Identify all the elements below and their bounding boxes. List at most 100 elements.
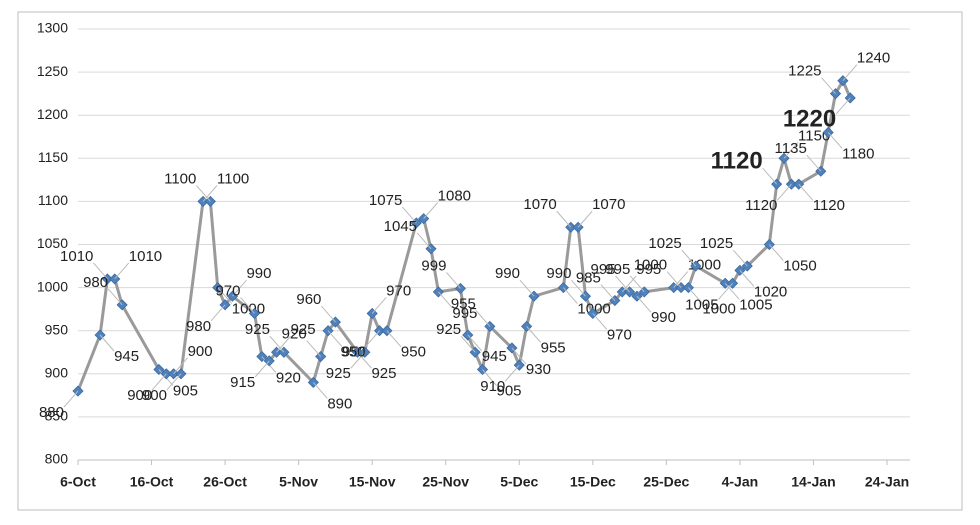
y-tick-label: 1300 xyxy=(37,20,68,36)
data-label: 920 xyxy=(282,326,307,343)
x-tick-label: 16-Oct xyxy=(130,474,174,490)
data-label: 1100 xyxy=(164,170,196,187)
x-tick-label: 26-Oct xyxy=(203,474,247,490)
leader-line xyxy=(151,373,167,391)
data-label: 990 xyxy=(546,265,571,282)
data-label: 900 xyxy=(127,387,152,404)
data-label: 900 xyxy=(142,387,167,404)
data-label: 1075 xyxy=(369,192,402,209)
leader-line xyxy=(688,287,703,304)
leader-line xyxy=(827,132,843,149)
leader-line xyxy=(173,357,188,375)
data-label: 1005 xyxy=(685,296,718,313)
leader-line xyxy=(467,334,483,352)
y-tick-label: 1050 xyxy=(37,235,68,251)
data-label: 980 xyxy=(186,318,211,335)
leader-line xyxy=(577,210,593,228)
data-label: 1120 xyxy=(711,148,763,175)
x-tick-label: 4-Jan xyxy=(722,474,759,490)
leader-line xyxy=(762,167,778,185)
data-label: 1150 xyxy=(798,127,830,144)
leader-line xyxy=(401,206,417,224)
x-tick-label: 25-Nov xyxy=(422,474,469,490)
leader-line xyxy=(592,313,608,330)
leader-line xyxy=(681,249,697,267)
leader-line xyxy=(842,64,858,82)
x-tick-label: 6-Oct xyxy=(60,474,96,490)
leader-line xyxy=(563,287,578,304)
data-label: 1240 xyxy=(857,50,890,67)
leader-line xyxy=(739,270,755,287)
leader-line xyxy=(673,271,689,288)
leader-line xyxy=(93,262,108,280)
data-label: 925 xyxy=(371,365,396,382)
data-label: 1100 xyxy=(217,170,249,187)
leader-line xyxy=(783,141,799,159)
y-tick-label: 950 xyxy=(45,321,69,337)
data-label: 985 xyxy=(576,269,601,286)
leader-line xyxy=(798,183,814,201)
data-label: 1005 xyxy=(739,296,772,313)
data-label: 1025 xyxy=(648,235,681,252)
data-label: 1070 xyxy=(523,196,556,213)
leader-line xyxy=(571,279,586,297)
data-label: 970 xyxy=(607,326,632,343)
leader-line xyxy=(777,183,792,201)
leader-line xyxy=(482,369,497,386)
data-label: 880 xyxy=(39,404,64,421)
data-label: 1025 xyxy=(700,235,733,252)
leader-line xyxy=(63,390,79,408)
leader-line xyxy=(202,185,218,202)
y-tick-label: 1200 xyxy=(37,106,68,122)
y-tick-label: 1150 xyxy=(38,149,68,165)
data-label: 1045 xyxy=(384,218,417,235)
data-label: 1000 xyxy=(702,301,735,318)
leader-line xyxy=(621,275,637,293)
data-label: 1070 xyxy=(592,196,625,213)
leader-line xyxy=(718,282,733,300)
leader-line xyxy=(276,335,291,353)
leader-line xyxy=(423,202,439,219)
data-label: 990 xyxy=(495,265,520,282)
data-label: 955 xyxy=(451,295,476,312)
data-label: 945 xyxy=(114,348,139,365)
leader-line xyxy=(526,326,542,343)
data-label: 970 xyxy=(386,282,411,299)
data-label: 925 xyxy=(291,321,316,338)
leader-line xyxy=(556,210,572,228)
x-tick-label: 24-Jan xyxy=(865,474,909,490)
x-tick-label: 14-Jan xyxy=(791,474,835,490)
y-tick-label: 1250 xyxy=(37,63,68,79)
leader-line xyxy=(166,373,182,391)
data-label: 905 xyxy=(497,382,522,399)
data-label: 1050 xyxy=(783,257,816,274)
leader-line xyxy=(629,275,645,293)
data-label: 950 xyxy=(341,344,366,361)
data-label: 1120 xyxy=(813,197,845,214)
leader-line xyxy=(350,351,366,369)
leader-line xyxy=(600,284,616,301)
leader-line xyxy=(306,340,322,357)
data-label: 980 xyxy=(83,274,108,291)
data-label: 900 xyxy=(188,343,213,360)
leader-line xyxy=(357,351,372,369)
y-tick-label: 900 xyxy=(45,365,69,381)
data-label: 970 xyxy=(215,282,240,299)
leader-line xyxy=(232,279,247,297)
data-label: 920 xyxy=(276,370,301,387)
x-tick-label: 25-Dec xyxy=(643,474,689,490)
leader-line xyxy=(724,282,740,300)
data-label: 990 xyxy=(246,265,271,282)
data-label: 1135 xyxy=(775,140,807,157)
leader-line xyxy=(210,304,226,322)
leader-line xyxy=(615,275,630,293)
data-label: 1120 xyxy=(745,197,777,214)
leader-line xyxy=(768,244,784,261)
data-label: 1000 xyxy=(634,257,667,274)
leader-line xyxy=(321,305,336,323)
leader-line xyxy=(269,335,285,353)
data-label: 905 xyxy=(173,382,198,399)
leader-line xyxy=(446,272,461,289)
data-label: 890 xyxy=(327,395,352,412)
